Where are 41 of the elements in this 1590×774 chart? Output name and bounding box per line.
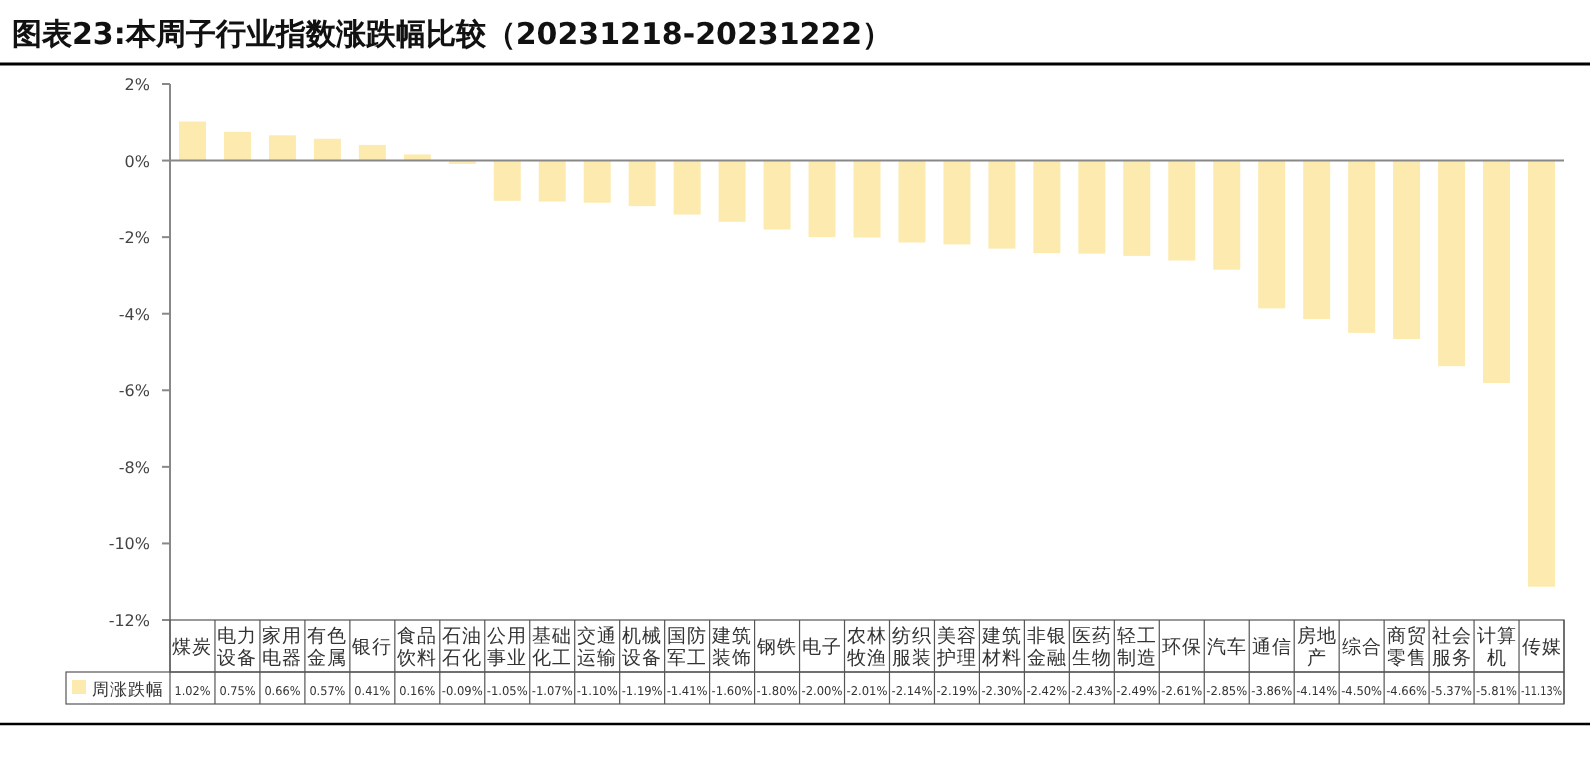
x-tick-label: 食品饮料 bbox=[395, 624, 438, 670]
x-tick-label: 家用电器 bbox=[262, 624, 303, 670]
x-tick-label: 商贸零售 bbox=[1386, 624, 1427, 670]
x-tick-label: 建筑材料 bbox=[979, 624, 1022, 670]
x-tick-label: 美容护理 bbox=[934, 624, 977, 670]
x-tick-label: 机械设备 bbox=[622, 624, 663, 670]
x-tick-label: 社会服务 bbox=[1431, 624, 1472, 670]
x-tick-label: 电子 bbox=[802, 635, 843, 659]
x-tick-label: 轻工制造 bbox=[1116, 624, 1157, 670]
x-tick-label: 石油石化 bbox=[442, 624, 483, 670]
x-tick-label: 医药生物 bbox=[1071, 624, 1112, 670]
x-tick-label: 公用事业 bbox=[487, 624, 528, 670]
x-tick-label: 通信 bbox=[1251, 635, 1292, 659]
x-tick-label: 钢铁 bbox=[755, 635, 798, 659]
x-tick-label: 环保 bbox=[1161, 637, 1202, 659]
x-tick-label: 传媒 bbox=[1521, 637, 1562, 659]
x-tick-label: 基础化工 bbox=[532, 624, 573, 670]
x-tick-label: 电力设备 bbox=[217, 624, 258, 670]
x-tick-label: 汽车 bbox=[1206, 635, 1247, 659]
legend-label: 周涨跌幅 bbox=[92, 679, 164, 701]
chart-title: 图表23:本周子行业指数涨跌幅比较（20231218-20231222） bbox=[12, 16, 893, 52]
y-tick-label: 2% bbox=[124, 76, 151, 94]
y-tick-label: -10% bbox=[108, 535, 151, 554]
x-tick-label: 国防军工 bbox=[667, 624, 708, 670]
y-tick-label: -2% bbox=[118, 229, 151, 248]
x-tick-label: 煤炭 bbox=[172, 635, 213, 659]
y-tick-label: -12% bbox=[108, 612, 151, 630]
x-tick-label: 农林牧渔 bbox=[847, 624, 887, 670]
x-tick-label: 非银金融 bbox=[1026, 624, 1067, 670]
y-tick-label: -8% bbox=[118, 458, 151, 477]
x-tick-label: 房地产 bbox=[1296, 624, 1337, 670]
y-tick-label: -6% bbox=[118, 382, 151, 401]
x-tick-label: 综合 bbox=[1341, 635, 1382, 659]
x-tick-label: 建筑装饰 bbox=[710, 624, 753, 670]
y-tick-label: -4% bbox=[118, 305, 151, 324]
x-tick-label: 交通运输 bbox=[577, 624, 618, 670]
x-tick-label: 有色金属 bbox=[307, 624, 348, 670]
x-tick-label: 计算机 bbox=[1476, 624, 1517, 670]
x-tick-label: 纺织服装 bbox=[891, 624, 932, 670]
y-tick-label: 0% bbox=[124, 152, 151, 171]
x-tick-label: 银行 bbox=[350, 637, 393, 659]
